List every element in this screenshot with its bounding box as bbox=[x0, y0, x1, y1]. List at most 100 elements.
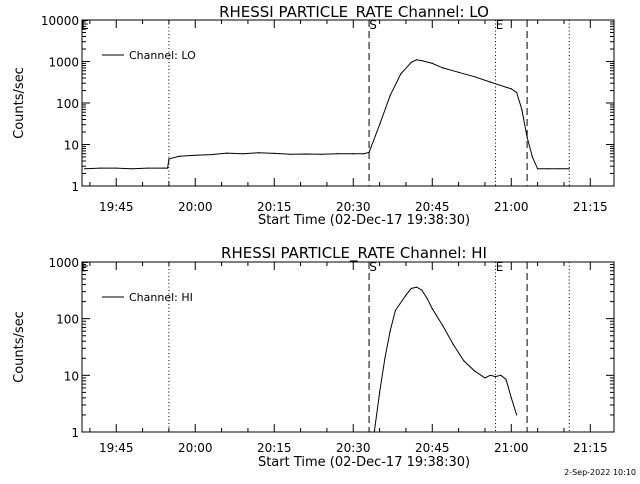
data-point bbox=[426, 297, 428, 299]
data-point bbox=[505, 378, 507, 380]
y-tick-label: 100 bbox=[56, 97, 79, 111]
footer-timestamp: 2-Sep-2022 10:10 bbox=[564, 468, 636, 477]
x-tick-label: 21:15 bbox=[573, 441, 608, 455]
data-point bbox=[363, 153, 365, 155]
data-point bbox=[167, 167, 169, 169]
data-point bbox=[226, 152, 228, 154]
data-point bbox=[558, 168, 560, 170]
data-point bbox=[489, 81, 491, 83]
data-point bbox=[484, 377, 486, 379]
data-point bbox=[289, 153, 291, 155]
data-point bbox=[421, 60, 423, 62]
x-tick-label: 20:15 bbox=[257, 441, 292, 455]
plot-frame bbox=[81, 261, 615, 433]
chart-title: RHESSI PARTICLE_RATE Channel: HI bbox=[221, 244, 487, 263]
data-point bbox=[379, 391, 381, 393]
data-point bbox=[321, 153, 323, 155]
y-tick-label: 100 bbox=[56, 313, 79, 327]
x-tick-label: 21:00 bbox=[494, 200, 529, 214]
data-point bbox=[463, 360, 465, 362]
x-axis-label: Start Time (02-Dec-17 19:38:30) bbox=[258, 455, 470, 470]
data-point bbox=[257, 152, 260, 154]
edge-marker-label: E bbox=[81, 18, 89, 32]
y-axis-label: Counts/sec bbox=[12, 67, 27, 139]
data-point bbox=[394, 309, 396, 311]
data-point bbox=[421, 289, 423, 291]
data-point bbox=[115, 167, 117, 169]
data-point bbox=[531, 156, 534, 158]
x-tick-label: 20:00 bbox=[178, 441, 213, 455]
x-axis-label: Start Time (02-Dec-17 19:38:30) bbox=[258, 213, 470, 228]
event-marker-label: S bbox=[369, 260, 377, 274]
data-point bbox=[521, 108, 523, 110]
data-point bbox=[500, 374, 502, 376]
data-point bbox=[131, 168, 133, 170]
event-marker-label: E bbox=[496, 260, 504, 274]
y-axis-label: Counts/sec bbox=[12, 311, 27, 383]
data-point bbox=[178, 155, 180, 157]
chart-panel-lo: RHESSI PARTICLE_RATE Channel: LO Start Ti… bbox=[12, 3, 615, 228]
data-point bbox=[163, 167, 165, 169]
x-tick-label: 20:00 bbox=[178, 200, 213, 214]
data-point bbox=[400, 73, 402, 75]
y-tick-label: 1 bbox=[71, 426, 79, 440]
event-marker-label: S bbox=[369, 18, 377, 32]
data-point bbox=[458, 71, 460, 73]
data-point bbox=[442, 325, 444, 327]
y-tick-label: 10000 bbox=[41, 14, 79, 28]
data-point bbox=[352, 153, 354, 155]
x-tick-label: 21:00 bbox=[494, 441, 529, 455]
data-point bbox=[410, 287, 412, 290]
data-point bbox=[373, 431, 375, 433]
legend-entry: Channel: LO bbox=[129, 49, 196, 62]
data-point bbox=[99, 167, 101, 169]
data-point bbox=[415, 286, 418, 288]
data-point bbox=[505, 86, 507, 88]
data-point bbox=[431, 62, 433, 64]
x-tick-label: 19:45 bbox=[99, 200, 134, 214]
chart-title: RHESSI PARTICLE_RATE Channel: LO bbox=[219, 3, 489, 22]
data-point bbox=[368, 151, 370, 153]
data-point bbox=[516, 91, 518, 93]
data-point bbox=[389, 330, 391, 332]
data-point bbox=[489, 374, 491, 376]
data-point bbox=[494, 376, 497, 378]
y-tick-label: 1000 bbox=[48, 56, 79, 70]
x-tick-label: 21:15 bbox=[573, 200, 608, 214]
data-point bbox=[84, 168, 86, 170]
data-point bbox=[210, 154, 212, 156]
y-tick-label: 10 bbox=[64, 369, 79, 383]
data-point bbox=[405, 294, 407, 296]
data-point bbox=[336, 153, 339, 155]
data-point bbox=[389, 95, 391, 97]
y-tick-label: 1 bbox=[71, 180, 79, 194]
x-tick-label: 20:30 bbox=[336, 441, 371, 455]
data-point bbox=[568, 168, 570, 170]
x-tick-label: 20:45 bbox=[415, 200, 450, 214]
data-point bbox=[516, 414, 518, 416]
data-point bbox=[384, 357, 386, 359]
data-point bbox=[379, 124, 381, 126]
legend-entry: Channel: HI bbox=[129, 291, 193, 304]
edge-marker-label: E bbox=[81, 260, 89, 274]
x-tick-label: 19:45 bbox=[99, 441, 134, 455]
series-line bbox=[373, 286, 518, 433]
data-point bbox=[431, 308, 433, 310]
chart-panel-hi: RHESSI PARTICLE_RATE Channel: HI Start Ti… bbox=[12, 244, 615, 470]
event-marker-label: E bbox=[496, 18, 504, 32]
data-point bbox=[410, 61, 412, 64]
data-point bbox=[510, 397, 512, 399]
y-tick-label: 1000 bbox=[48, 256, 79, 270]
data-point bbox=[510, 88, 512, 90]
y-tick-label: 10 bbox=[64, 139, 79, 153]
data-point bbox=[442, 67, 444, 69]
data-point bbox=[194, 154, 196, 156]
data-point bbox=[473, 370, 475, 372]
data-point bbox=[537, 168, 539, 170]
data-point bbox=[452, 343, 454, 346]
data-point bbox=[526, 136, 528, 138]
data-point bbox=[547, 168, 549, 170]
data-point bbox=[273, 152, 275, 154]
